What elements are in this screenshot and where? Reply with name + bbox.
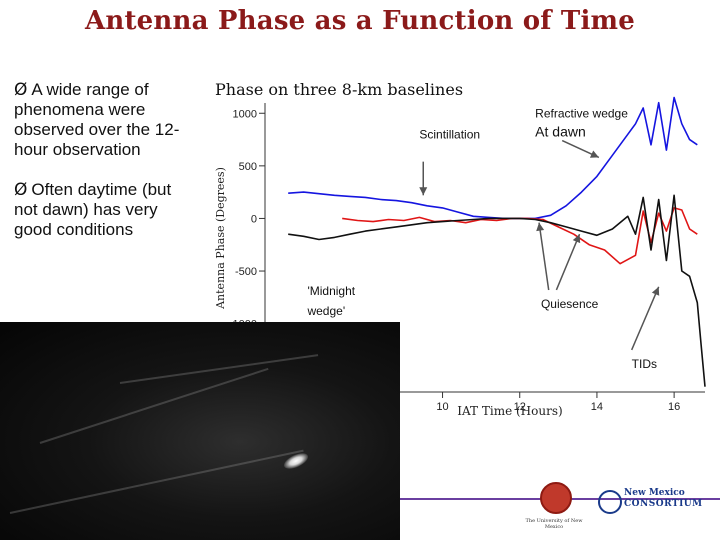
dawn-arrow-head bbox=[589, 150, 599, 158]
x-tick-label: 10 bbox=[436, 401, 448, 413]
series-line-red bbox=[342, 207, 698, 265]
quiesence-arrow-2 bbox=[555, 233, 581, 291]
quiesence-arrow-1-head bbox=[536, 222, 545, 232]
annotation-label: Refractive wedge bbox=[535, 106, 628, 120]
x-tick-label: 12 bbox=[514, 401, 526, 413]
x-tick-label: 16 bbox=[668, 401, 680, 413]
night-sky-photo bbox=[0, 322, 400, 540]
y-tick-label: 1000 bbox=[233, 108, 257, 120]
zia-sun-icon bbox=[598, 490, 622, 514]
annotation-label: Scintillation bbox=[419, 128, 480, 142]
annotation-label: At dawn bbox=[535, 123, 586, 139]
y-tick-label: 500 bbox=[239, 161, 257, 173]
series-line-blue bbox=[288, 96, 698, 220]
annotation-label: wedge' bbox=[306, 304, 345, 318]
x-axis-label: IAT Time (Hours) bbox=[457, 404, 562, 418]
y-tick-label: -500 bbox=[235, 266, 257, 278]
y-axis-label: Antenna Phase (Degrees) bbox=[214, 167, 227, 310]
nm-consortium-logo: New Mexico CONSORTIUM bbox=[598, 488, 714, 514]
bullet-text: Often daytime (but not dawn) has very go… bbox=[14, 180, 172, 239]
bullet-text: A wide range of phenomena were observed … bbox=[14, 80, 180, 159]
tids-arrow bbox=[630, 286, 660, 351]
slide-title: Antenna Phase as a Function of Time bbox=[85, 6, 635, 36]
x-tick-label: 14 bbox=[591, 401, 603, 413]
quiesence-arrow-2-head bbox=[572, 234, 581, 244]
arrow-bullet-icon: Ø bbox=[14, 180, 28, 200]
y-tick-label: 0 bbox=[251, 213, 257, 225]
nmc-line1: New Mexico bbox=[624, 488, 685, 498]
unm-logo: The University of New Mexico bbox=[524, 480, 584, 536]
annotation-label: TIDs bbox=[632, 357, 657, 371]
arrow-bullet-icon: Ø bbox=[14, 80, 28, 100]
series-line-black bbox=[288, 194, 706, 387]
scintillation-arrow-head bbox=[419, 187, 428, 196]
tids-arrow-head bbox=[651, 286, 660, 296]
bullet-item: Ø Often daytime (but not dawn) has very g… bbox=[14, 180, 199, 240]
annotation-label: 'Midnight bbox=[307, 284, 355, 298]
annotation-label: Quiesence bbox=[541, 297, 599, 311]
unm-caption: The University of New Mexico bbox=[525, 518, 583, 530]
chart-title: Phase on three 8-km baselines bbox=[215, 80, 464, 99]
quiesence-arrow-1 bbox=[538, 222, 550, 291]
nmc-line2: CONSORTIUM bbox=[624, 499, 703, 509]
unm-seal-icon bbox=[540, 482, 572, 514]
